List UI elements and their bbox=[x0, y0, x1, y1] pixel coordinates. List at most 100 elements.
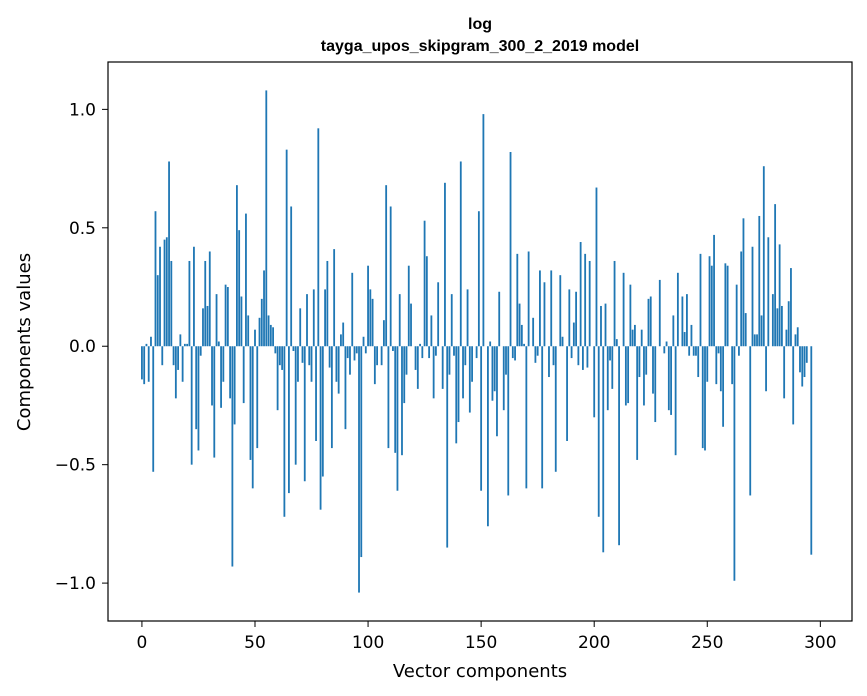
bar bbox=[387, 346, 390, 449]
bar bbox=[342, 322, 345, 347]
bar bbox=[344, 346, 347, 430]
bar bbox=[229, 346, 232, 399]
bar bbox=[159, 246, 161, 347]
bar bbox=[760, 315, 763, 347]
bar bbox=[179, 334, 182, 347]
bar bbox=[534, 346, 537, 363]
bar bbox=[355, 346, 358, 354]
bar bbox=[299, 308, 302, 347]
bar bbox=[541, 346, 544, 489]
bar bbox=[667, 346, 670, 411]
bar bbox=[335, 346, 338, 382]
bar bbox=[575, 291, 578, 347]
bar bbox=[717, 346, 720, 354]
bar bbox=[435, 346, 437, 356]
bar bbox=[796, 327, 799, 347]
bar bbox=[199, 346, 202, 356]
bar bbox=[507, 346, 510, 496]
bar bbox=[224, 284, 227, 347]
bar bbox=[337, 346, 340, 394]
bar bbox=[303, 346, 306, 482]
bar bbox=[471, 346, 473, 382]
bar bbox=[333, 249, 336, 347]
bar bbox=[699, 253, 702, 347]
bar bbox=[654, 346, 657, 423]
bar bbox=[713, 234, 715, 347]
bar bbox=[258, 317, 261, 347]
bar bbox=[364, 346, 367, 354]
bar bbox=[407, 265, 410, 347]
bar bbox=[672, 315, 675, 347]
bar bbox=[236, 185, 238, 347]
bar bbox=[609, 346, 611, 361]
bar bbox=[570, 346, 573, 359]
bar bbox=[783, 346, 786, 399]
bar bbox=[762, 166, 765, 347]
bar bbox=[581, 346, 584, 370]
bar bbox=[579, 242, 582, 347]
bar bbox=[410, 303, 412, 347]
bar bbox=[213, 346, 216, 458]
bar bbox=[278, 346, 281, 366]
x-tick-label: 200 bbox=[578, 633, 610, 653]
bar bbox=[622, 272, 625, 347]
bar bbox=[588, 260, 591, 347]
bar bbox=[380, 346, 383, 366]
bar bbox=[681, 296, 684, 347]
bar bbox=[310, 346, 313, 382]
bar bbox=[640, 329, 643, 347]
bar bbox=[767, 237, 770, 347]
bar bbox=[231, 346, 234, 567]
bar bbox=[548, 346, 550, 378]
bar bbox=[324, 289, 326, 347]
bar bbox=[183, 343, 186, 347]
bar bbox=[401, 346, 403, 456]
bar bbox=[480, 346, 483, 491]
bar bbox=[692, 346, 695, 356]
bar bbox=[780, 305, 783, 347]
bar bbox=[403, 346, 406, 404]
bar bbox=[220, 346, 222, 408]
bar bbox=[349, 346, 351, 375]
bar bbox=[595, 187, 598, 347]
bar bbox=[211, 346, 213, 406]
x-tick-label: 50 bbox=[244, 633, 266, 653]
bar bbox=[317, 128, 320, 347]
bar bbox=[744, 313, 747, 347]
bar bbox=[165, 237, 168, 347]
bar bbox=[459, 161, 462, 347]
bar bbox=[550, 270, 553, 347]
bar bbox=[242, 346, 245, 404]
bar bbox=[695, 346, 697, 356]
x-tick-label: 300 bbox=[804, 633, 836, 653]
x-tick-label: 0 bbox=[137, 633, 148, 653]
bar bbox=[771, 294, 774, 347]
bar bbox=[487, 346, 489, 527]
bar bbox=[724, 263, 727, 347]
bar bbox=[645, 346, 648, 375]
bar bbox=[419, 343, 421, 347]
bar-series bbox=[141, 90, 813, 593]
bar bbox=[346, 346, 349, 359]
bar bbox=[468, 346, 471, 413]
bar bbox=[643, 346, 645, 406]
bar bbox=[446, 346, 449, 548]
bar bbox=[475, 346, 478, 359]
bar bbox=[464, 346, 467, 366]
bar bbox=[457, 346, 460, 423]
bar bbox=[269, 324, 272, 347]
bar bbox=[670, 346, 672, 415]
bar bbox=[444, 182, 446, 347]
bar bbox=[697, 346, 700, 378]
bar bbox=[206, 305, 209, 347]
bar bbox=[629, 284, 632, 347]
bar bbox=[505, 346, 507, 375]
bar bbox=[453, 346, 455, 356]
bar bbox=[421, 346, 424, 359]
bar bbox=[428, 346, 431, 359]
bar bbox=[765, 346, 767, 392]
bar bbox=[466, 289, 469, 347]
bar bbox=[382, 320, 385, 347]
y-axis-ticks: −1.0 −0.5 0.0 0.5 1.0 bbox=[55, 100, 108, 594]
bar bbox=[251, 346, 254, 489]
